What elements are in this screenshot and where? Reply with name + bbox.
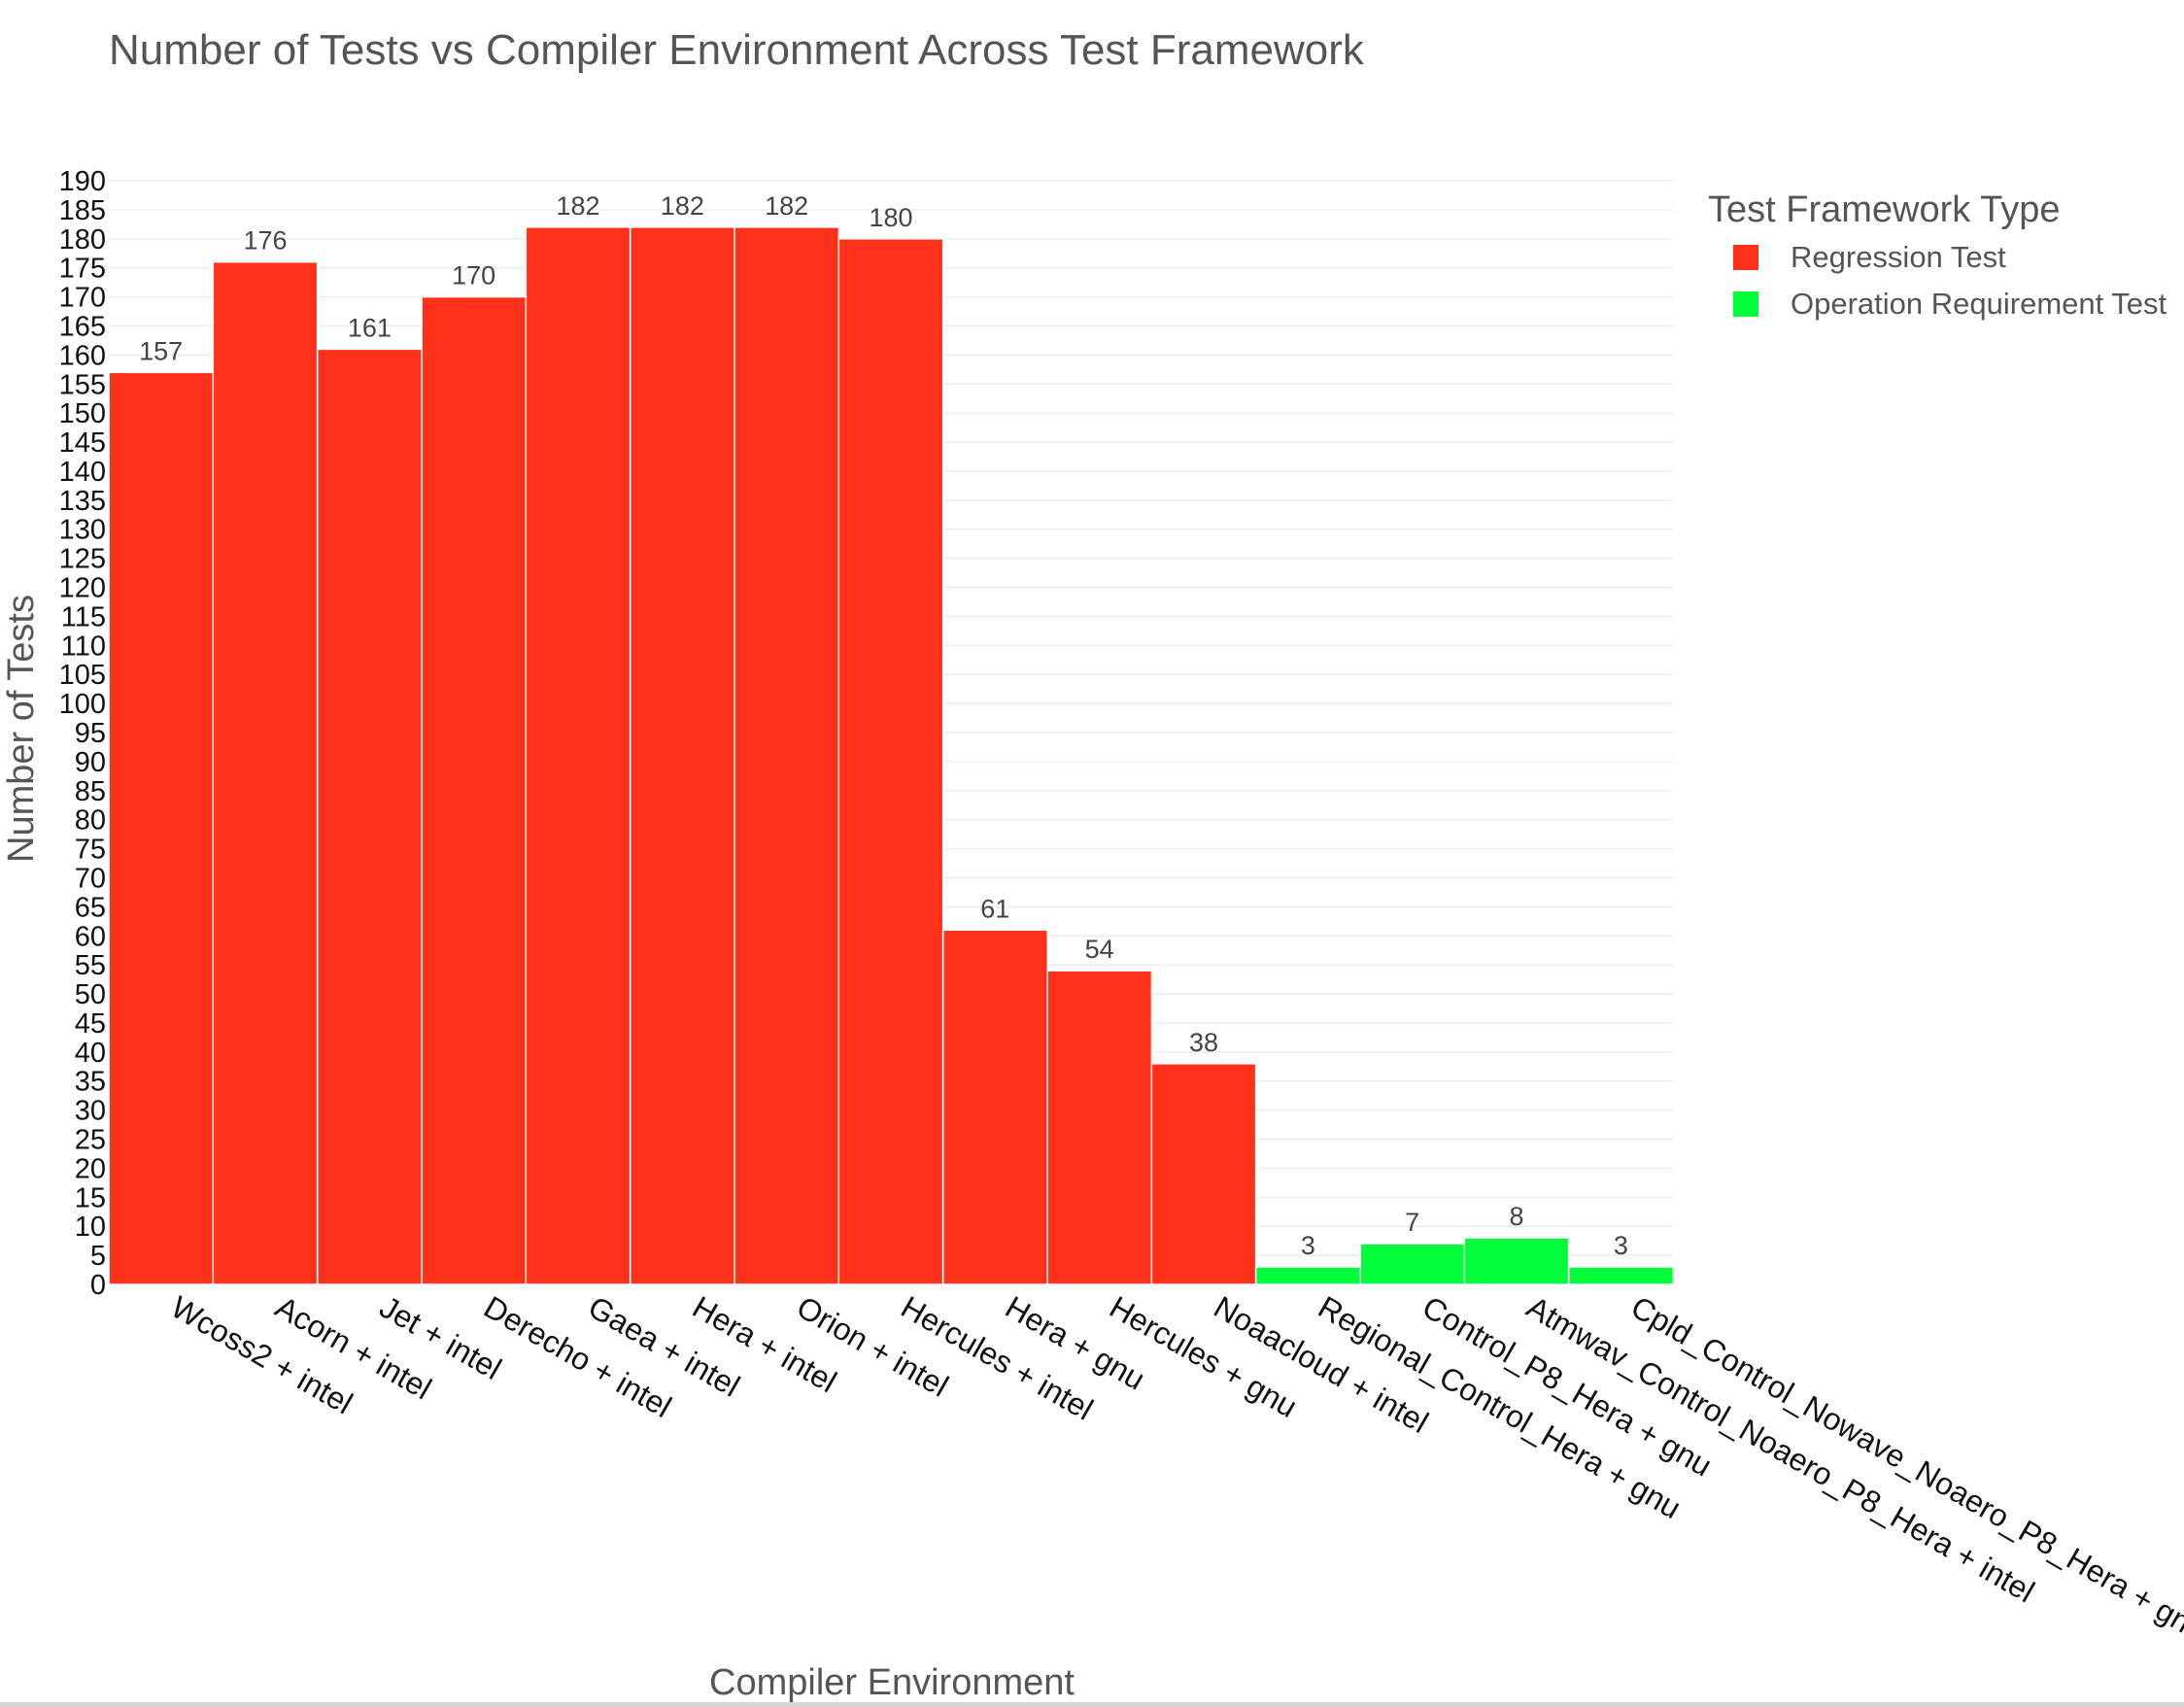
bar-value-label: 3 bbox=[1301, 1231, 1315, 1260]
bar-value-label: 8 bbox=[1509, 1202, 1523, 1231]
y-tick-label: 30 bbox=[75, 1096, 106, 1127]
y-tick-label: 145 bbox=[59, 427, 106, 459]
y-axis-title: Number of Tests bbox=[1, 595, 42, 863]
y-tick-label: 55 bbox=[75, 950, 106, 981]
bar-value-label: 182 bbox=[765, 191, 808, 221]
legend-swatch bbox=[1733, 291, 1758, 317]
bar-value-label: 182 bbox=[661, 191, 704, 221]
y-tick-label: 120 bbox=[59, 573, 106, 604]
bar bbox=[421, 295, 528, 1285]
y-tick-label: 140 bbox=[59, 457, 106, 488]
bar-value-label: 157 bbox=[139, 336, 183, 365]
bar-value-label: 161 bbox=[348, 313, 392, 342]
bar-value-label: 7 bbox=[1405, 1208, 1419, 1237]
y-tick-label: 40 bbox=[75, 1038, 106, 1069]
y-tick-label: 50 bbox=[75, 979, 106, 1010]
y-tick-label: 160 bbox=[59, 340, 106, 371]
y-tick-label: 20 bbox=[75, 1153, 106, 1184]
bar-value-label: 170 bbox=[452, 261, 495, 290]
bar bbox=[525, 226, 631, 1285]
y-tick-label: 170 bbox=[59, 283, 106, 314]
bar-value-label: 182 bbox=[556, 191, 599, 221]
y-tick-label: 65 bbox=[75, 892, 106, 923]
bar-value-label: 180 bbox=[869, 203, 912, 232]
bar-value-label: 176 bbox=[243, 226, 287, 256]
y-tick-label: 95 bbox=[75, 718, 106, 749]
bar bbox=[629, 226, 735, 1285]
bar bbox=[108, 371, 215, 1285]
bar-value-label: 38 bbox=[1189, 1028, 1218, 1057]
y-tick-label: 180 bbox=[59, 224, 106, 256]
y-tick-label: 80 bbox=[75, 805, 106, 836]
bar bbox=[1567, 1266, 1674, 1285]
chart-title: Number of Tests vs Compiler Environment … bbox=[109, 26, 1365, 74]
bar-layer bbox=[108, 226, 1674, 1285]
y-tick-label: 190 bbox=[59, 166, 106, 197]
bar bbox=[941, 929, 1048, 1285]
y-tick-label: 105 bbox=[59, 660, 106, 691]
y-tick-label: 15 bbox=[75, 1182, 106, 1213]
x-tick-label: Cpld_Control_Nowave_Noaero_P8_Hera + gnu bbox=[1625, 1289, 2184, 1649]
x-axis-title: Compiler Environment bbox=[709, 1662, 1075, 1703]
bar bbox=[734, 226, 840, 1285]
y-tick-label: 155 bbox=[59, 369, 106, 400]
bar-value-label: 3 bbox=[1614, 1231, 1628, 1260]
y-tick-label: 90 bbox=[75, 747, 106, 778]
bar-value-label: 54 bbox=[1085, 935, 1114, 964]
y-tick-label: 45 bbox=[75, 1008, 106, 1040]
y-tick-label: 175 bbox=[59, 254, 106, 285]
bar bbox=[316, 348, 423, 1285]
y-tick-label: 115 bbox=[61, 601, 106, 632]
legend-entry-label: Regression Test bbox=[1791, 240, 2006, 274]
y-tick-label: 85 bbox=[75, 776, 106, 807]
legend-entries: Regression Test Operation Requirement Tes… bbox=[1733, 240, 2167, 321]
y-tick-label: 100 bbox=[59, 689, 106, 720]
data-label-layer: 157 176 161 170 182 182 182 180 61 54 38 3 7 8 3 bbox=[139, 191, 1628, 1260]
y-tick-label: 10 bbox=[75, 1212, 106, 1243]
bottom-rule bbox=[0, 1702, 2184, 1707]
y-tick-label: 35 bbox=[75, 1067, 106, 1098]
y-tick-label: 25 bbox=[75, 1125, 106, 1156]
y-tick-label: 70 bbox=[75, 863, 106, 894]
y-tick-label: 0 bbox=[90, 1270, 106, 1301]
bar bbox=[837, 238, 944, 1285]
y-tick-label: 165 bbox=[59, 311, 106, 342]
legend-title: Test Framework Type bbox=[1708, 189, 2061, 230]
bar bbox=[1254, 1266, 1361, 1285]
y-axis-ticks: 0510152025303540455055606570758085909510… bbox=[59, 166, 106, 1301]
bar bbox=[1150, 1063, 1257, 1285]
bar bbox=[212, 260, 319, 1285]
x-tick-label: Wcoss2 + intel bbox=[165, 1289, 358, 1421]
y-tick-label: 185 bbox=[59, 195, 106, 226]
y-tick-label: 130 bbox=[59, 515, 106, 546]
y-tick-label: 110 bbox=[61, 631, 106, 662]
bar bbox=[1463, 1237, 1570, 1285]
legend-entry-label: Operation Requirement Test bbox=[1791, 287, 2167, 321]
y-tick-label: 75 bbox=[75, 835, 106, 866]
legend-swatch bbox=[1733, 245, 1758, 270]
y-tick-label: 125 bbox=[59, 544, 106, 575]
bar-value-label: 61 bbox=[980, 894, 1009, 923]
bar bbox=[1046, 970, 1153, 1285]
y-tick-label: 5 bbox=[90, 1241, 106, 1272]
y-tick-label: 135 bbox=[59, 486, 106, 517]
bar bbox=[1359, 1243, 1466, 1285]
y-tick-label: 60 bbox=[75, 921, 106, 952]
y-tick-label: 150 bbox=[59, 398, 106, 429]
legend: Test Framework Type Regression Test Opera… bbox=[1708, 189, 2167, 321]
